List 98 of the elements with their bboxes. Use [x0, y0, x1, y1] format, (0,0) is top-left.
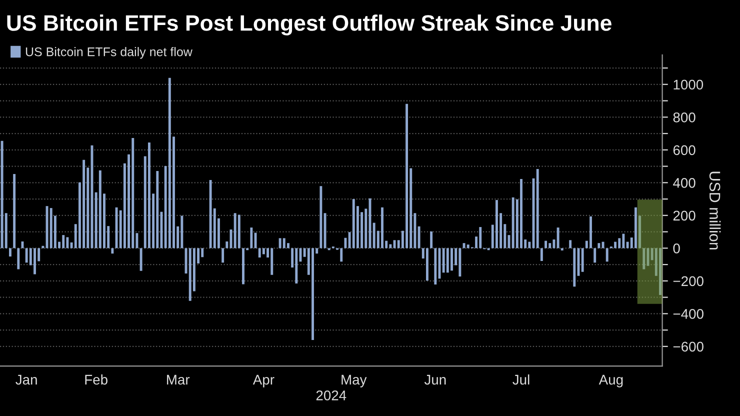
bar — [458, 248, 462, 276]
bar — [34, 248, 36, 274]
bar — [442, 248, 445, 273]
bar — [226, 241, 228, 248]
bar — [238, 214, 240, 248]
bar — [282, 238, 286, 248]
y-tick-label: 800 — [673, 112, 696, 122]
y-axis-title: USD million — [709, 172, 721, 250]
bar — [148, 142, 150, 248]
bar — [364, 208, 368, 248]
bar — [278, 238, 282, 248]
x-axis-title: 2024 — [316, 390, 346, 400]
bar — [344, 238, 347, 248]
x-tick-label: Mar — [167, 374, 190, 385]
bar — [156, 171, 159, 248]
chart-title: US Bitcoin ETFs Post Longest Outflow Streak Since June — [7, 14, 612, 36]
bar — [581, 248, 584, 272]
bar — [622, 234, 625, 248]
bar — [352, 199, 355, 248]
bar — [548, 243, 552, 248]
bar — [17, 248, 20, 270]
bar — [614, 242, 617, 248]
bar — [466, 244, 470, 248]
bar — [430, 231, 433, 248]
y-tick-label: −600 — [673, 342, 704, 352]
bar — [50, 208, 52, 248]
x-tick-label: Jun — [424, 374, 446, 385]
bar — [606, 248, 608, 262]
x-tick-label: May — [342, 374, 367, 388]
bar — [594, 248, 596, 263]
bar — [544, 240, 548, 248]
x-tick-label: Jul — [512, 374, 530, 385]
bar — [446, 248, 449, 273]
bar — [573, 248, 576, 287]
bar — [320, 186, 322, 248]
bar — [111, 248, 114, 254]
bar — [540, 248, 543, 261]
x-tick-label: Apr — [252, 374, 274, 388]
bar — [222, 248, 224, 263]
bar — [242, 248, 244, 284]
bar — [8, 248, 12, 257]
bar — [528, 242, 531, 248]
y-tick-label: 600 — [673, 145, 696, 156]
x-tick-label: Aug — [598, 374, 623, 388]
x-tick-label: Jan — [16, 374, 37, 385]
bar — [295, 248, 298, 284]
bar — [209, 180, 212, 248]
bar — [426, 248, 428, 281]
bar — [250, 228, 253, 248]
bar — [82, 160, 86, 248]
bar — [312, 248, 314, 340]
bar — [552, 239, 556, 248]
bar — [634, 207, 637, 248]
y-tick-label: 200 — [673, 210, 696, 221]
bar — [262, 248, 265, 254]
bar — [66, 237, 69, 248]
bar — [590, 216, 592, 248]
y-tick-label: 1000 — [674, 80, 704, 90]
bar — [0, 140, 4, 248]
bar — [340, 248, 343, 262]
bar — [418, 226, 420, 248]
bar — [381, 207, 384, 248]
bar — [168, 78, 171, 248]
bar — [258, 248, 261, 258]
bar — [479, 227, 482, 248]
bar — [520, 179, 522, 248]
bar — [659, 248, 662, 296]
y-tick-label: −400 — [673, 309, 704, 319]
bar — [406, 104, 408, 248]
y-tick-label: 400 — [673, 178, 696, 188]
bar — [25, 248, 28, 263]
bar — [98, 170, 102, 248]
bar — [188, 248, 192, 301]
bar — [42, 246, 44, 248]
bar — [569, 240, 572, 248]
bar — [13, 174, 16, 248]
bar — [270, 248, 274, 275]
bar — [372, 222, 376, 248]
y-tick-label: −200 — [673, 276, 704, 286]
bar — [140, 248, 142, 271]
x-tick-label: Feb — [85, 374, 108, 385]
bar — [512, 197, 514, 248]
bar — [180, 216, 184, 248]
bar — [132, 138, 134, 248]
bar — [62, 235, 65, 248]
bar — [496, 200, 498, 248]
bar — [556, 228, 560, 248]
bar — [642, 248, 646, 270]
bar — [626, 242, 629, 248]
bar — [598, 243, 600, 248]
bar — [234, 213, 236, 248]
bar — [389, 244, 392, 248]
legend-label: US Bitcoin ETFs daily net flow — [26, 47, 192, 59]
bar — [450, 248, 453, 271]
y-tick-label: 0 — [673, 244, 680, 254]
bar — [434, 248, 437, 285]
bar — [536, 169, 539, 248]
bar — [618, 238, 621, 248]
